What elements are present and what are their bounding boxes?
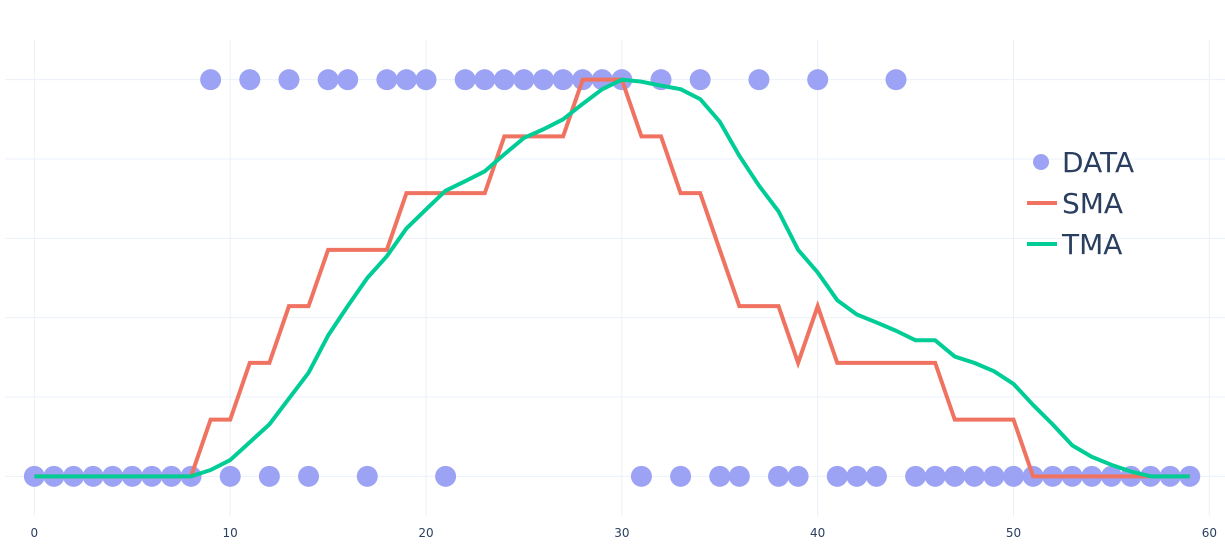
grid	[5, 40, 1225, 516]
data-point	[356, 465, 378, 487]
legend-label: TMA	[1061, 228, 1122, 261]
x-tick-label: 10	[223, 526, 238, 540]
data-point	[454, 69, 476, 91]
data-point	[905, 465, 927, 487]
x-tick-label: 30	[614, 526, 629, 540]
series-markers-data	[23, 69, 1201, 487]
legend-item-sma[interactable]: SMA	[1027, 187, 1123, 220]
data-point	[826, 465, 848, 487]
data-point	[807, 69, 829, 91]
data-point	[670, 465, 692, 487]
data-point	[865, 465, 887, 487]
data-point	[435, 465, 457, 487]
data-point	[395, 69, 417, 91]
data-point	[533, 69, 555, 91]
data-point	[768, 465, 790, 487]
data-point	[924, 465, 946, 487]
data-point	[709, 465, 731, 487]
x-tick-label: 20	[418, 526, 433, 540]
data-point	[474, 69, 496, 91]
legend-item-tma[interactable]: TMA	[1027, 228, 1122, 261]
x-tick-label: 60	[1202, 526, 1217, 540]
data-point	[376, 69, 398, 91]
data-point	[513, 69, 535, 91]
data-point	[200, 69, 222, 91]
data-point	[337, 69, 359, 91]
x-tick-label: 50	[1006, 526, 1021, 540]
data-point	[1179, 465, 1201, 487]
data-point	[298, 465, 320, 487]
data-point	[846, 465, 868, 487]
data-point	[885, 69, 907, 91]
legend-item-data[interactable]: DATA	[1033, 146, 1134, 179]
series-line-tma	[34, 77, 1190, 479]
data-point	[944, 465, 966, 487]
data-point	[239, 69, 261, 91]
data-point	[983, 465, 1005, 487]
data-point	[748, 69, 770, 91]
data-point	[1003, 465, 1025, 487]
data-point	[787, 465, 809, 487]
legend-label: SMA	[1062, 187, 1123, 220]
data-point	[278, 69, 300, 91]
legend-label: DATA	[1062, 146, 1134, 179]
legend-marker	[1033, 154, 1049, 170]
plot-area	[23, 69, 1201, 487]
data-point	[317, 69, 339, 91]
data-point	[415, 69, 437, 91]
legend[interactable]: DATA SMA TMA	[1027, 146, 1134, 261]
data-point	[219, 465, 241, 487]
data-point	[963, 465, 985, 487]
data-point	[552, 69, 574, 91]
data-point	[493, 69, 515, 91]
data-point	[728, 465, 750, 487]
data-point	[258, 465, 280, 487]
data-point	[630, 465, 652, 487]
x-tick-label: 0	[31, 526, 39, 540]
data-point	[689, 69, 711, 91]
x-tick-label: 40	[810, 526, 825, 540]
x-axis-ticks: 0 10 20 30 40 50 60	[31, 526, 1217, 540]
series-line-sma	[34, 77, 1190, 479]
